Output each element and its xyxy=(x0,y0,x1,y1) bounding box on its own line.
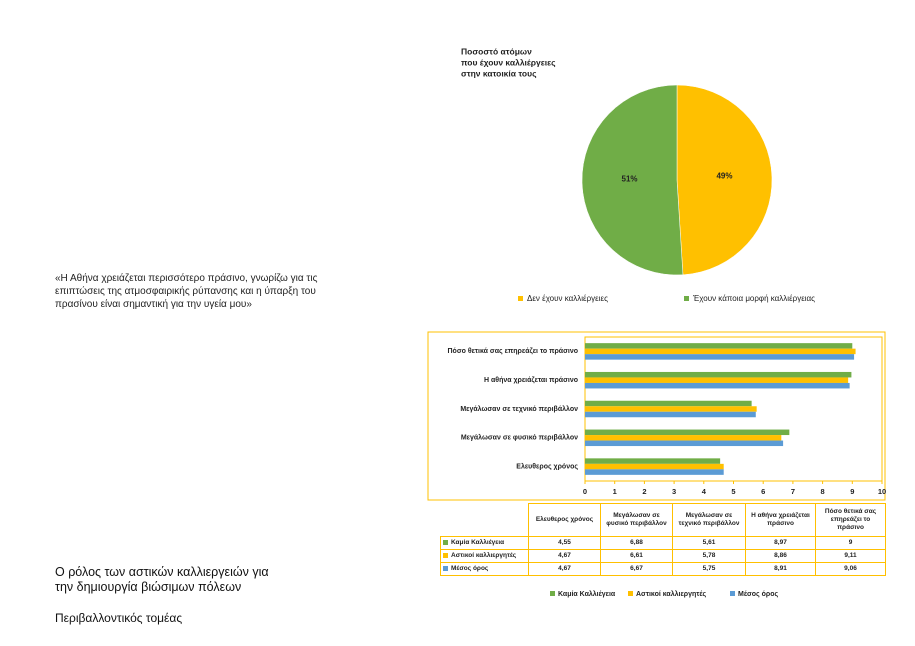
table-header: Μεγάλωσαν σε φυσικό περιβάλλον xyxy=(600,503,673,537)
x-tick-label: 3 xyxy=(672,487,676,496)
table-header: Πόσο θετικά σας επηρεάζει το πράσινο xyxy=(815,503,886,537)
legend-label: Καμία Καλλιέγεια xyxy=(558,590,616,598)
pie-slice xyxy=(676,84,773,276)
table-header: Μεγάλωσαν σε τεχνικό περιβάλλον xyxy=(672,503,746,537)
bar-chart-frame xyxy=(427,331,886,501)
table-row-label: Μέσος όρος xyxy=(440,562,529,576)
pie-slice xyxy=(581,84,684,276)
legend-swatch xyxy=(730,591,735,596)
y-tick-label: Μεγάλωσαν σε φυσικό περιβάλλον xyxy=(461,434,578,442)
bar xyxy=(585,469,724,475)
series-name: Μέσος όρος xyxy=(451,565,489,572)
table-value: 4,67 xyxy=(528,549,601,563)
x-tick-label: 7 xyxy=(791,487,795,496)
document-title: Ο ρόλος των αστικών καλλιεργειών για την … xyxy=(55,565,269,595)
table-header: Ελευθερος χρόνος xyxy=(528,503,601,537)
bar xyxy=(585,400,752,407)
x-tick-label: 4 xyxy=(702,487,707,496)
table-value: 5,78 xyxy=(672,549,746,563)
title-line: Ο ρόλος των αστικών καλλιεργειών για xyxy=(55,565,269,579)
table-value: 5,61 xyxy=(672,536,746,550)
bar xyxy=(585,458,721,464)
pie-label: 51% xyxy=(622,175,638,184)
series-name: Αστικοί καλλιεργητές xyxy=(451,552,517,559)
quote-line: πρασίνου είναι σημαντική για την υγεία μ… xyxy=(55,299,252,310)
bar xyxy=(585,343,853,349)
bar xyxy=(585,377,849,383)
x-tick-label: 6 xyxy=(761,487,765,496)
table-swatch xyxy=(443,539,448,545)
table-value: 6,88 xyxy=(600,536,673,550)
x-tick-label: 5 xyxy=(731,487,735,496)
table-value: 6,61 xyxy=(600,549,673,563)
table-row-label: Καμία Καλλιέγεια xyxy=(440,536,529,550)
bar xyxy=(585,411,756,418)
table-value: 8,91 xyxy=(745,562,816,576)
bar xyxy=(585,348,856,355)
table-header-row: Ελευθερος χρόνος Μεγάλωσαν σε φυσικό περι… xyxy=(440,503,886,537)
legend-swatch xyxy=(684,296,689,301)
legend-label: Αστικοί καλλιεργητές xyxy=(636,590,707,598)
table-value: 4,55 xyxy=(528,536,601,550)
bar xyxy=(585,382,850,389)
x-tick-label: 0 xyxy=(583,487,587,496)
series-name: Καμία Καλλιέγεια xyxy=(451,539,505,546)
table-value: 9,06 xyxy=(815,562,886,576)
pie-title: στην κατοικία τους xyxy=(461,68,537,78)
legend-swatch xyxy=(518,296,523,301)
bar xyxy=(585,371,852,378)
table-row: Αστικοί καλλιεργητές 4,67 6,61 5,78 8,86 9,11 xyxy=(440,549,886,563)
table-swatch xyxy=(443,565,448,571)
table-corner xyxy=(440,503,529,537)
table-value: 9 xyxy=(815,536,886,550)
pie-label: 49% xyxy=(716,172,732,181)
quote-line: «Η Αθήνα χρειάζεται περισσότερο πράσινο,… xyxy=(55,273,318,284)
x-tick-label: 9 xyxy=(850,487,854,496)
document-subtitle: Περιβαλλοντικός τομέας xyxy=(55,611,183,625)
x-tick-label: 1 xyxy=(613,487,617,496)
y-tick-label: Πόσο θετικά σας επηρεάζει το πράσινο xyxy=(447,348,578,355)
x-tick-label: 8 xyxy=(821,487,825,496)
pie-title: Ποσοστό ατόμων xyxy=(461,46,532,56)
table-row-label: Αστικοί καλλιεργητές xyxy=(440,549,529,563)
legend-swatch xyxy=(628,591,633,596)
table-value: 5,75 xyxy=(672,562,746,576)
bar xyxy=(585,463,724,470)
table-swatch xyxy=(443,552,448,558)
table-value: 9,11 xyxy=(815,549,886,563)
table-value: 6,67 xyxy=(600,562,673,576)
legend-label: Δεν έχουν καλλιέργειες xyxy=(527,294,608,303)
data-table: Ελευθερος χρόνος Μεγάλωσαν σε φυσικό περι… xyxy=(440,503,886,576)
table-header: Η αθήνα χρειάζεται πράσινο xyxy=(745,503,816,537)
bar xyxy=(585,440,784,447)
legend-label: Μέσος όρος xyxy=(738,591,779,598)
y-tick-label: Μεγάλωσαν σε τεχνικό περιβάλλον xyxy=(460,405,578,413)
bar xyxy=(585,435,782,441)
x-tick-label: 2 xyxy=(642,487,646,496)
table-row: Καμία Καλλιέγεια 4,55 6,88 5,61 8,97 9 xyxy=(440,536,886,550)
bar xyxy=(585,429,790,436)
legend-swatch xyxy=(550,591,555,596)
y-tick-label: Ελευθερος χρόνος xyxy=(516,462,578,470)
quote-line: επιπτώσεις της ατμοσφαιρικής ρύπανσης κα… xyxy=(55,286,316,297)
table-value: 4,67 xyxy=(528,562,601,576)
quote: «Η Αθήνα χρειάζεται περισσότερο πράσινο,… xyxy=(55,272,385,311)
pie-title: που έχουν καλλιέργειες xyxy=(461,57,556,67)
x-tick-label: 10 xyxy=(878,487,886,496)
bar xyxy=(585,354,855,360)
title-line: την δημιουργία βιώσιμων πόλεων xyxy=(55,580,242,594)
table-value: 8,97 xyxy=(745,536,816,550)
y-tick-label: Η αθήνα χρειάζεται πράσινο xyxy=(484,377,578,384)
legend-label: Έχουν κάποια μορφή καλλιέργειας xyxy=(692,294,815,303)
table-value: 8,86 xyxy=(745,549,816,563)
bar xyxy=(585,406,757,412)
table-row: Μέσος όρος 4,67 6,67 5,75 8,91 9,06 xyxy=(440,562,886,576)
